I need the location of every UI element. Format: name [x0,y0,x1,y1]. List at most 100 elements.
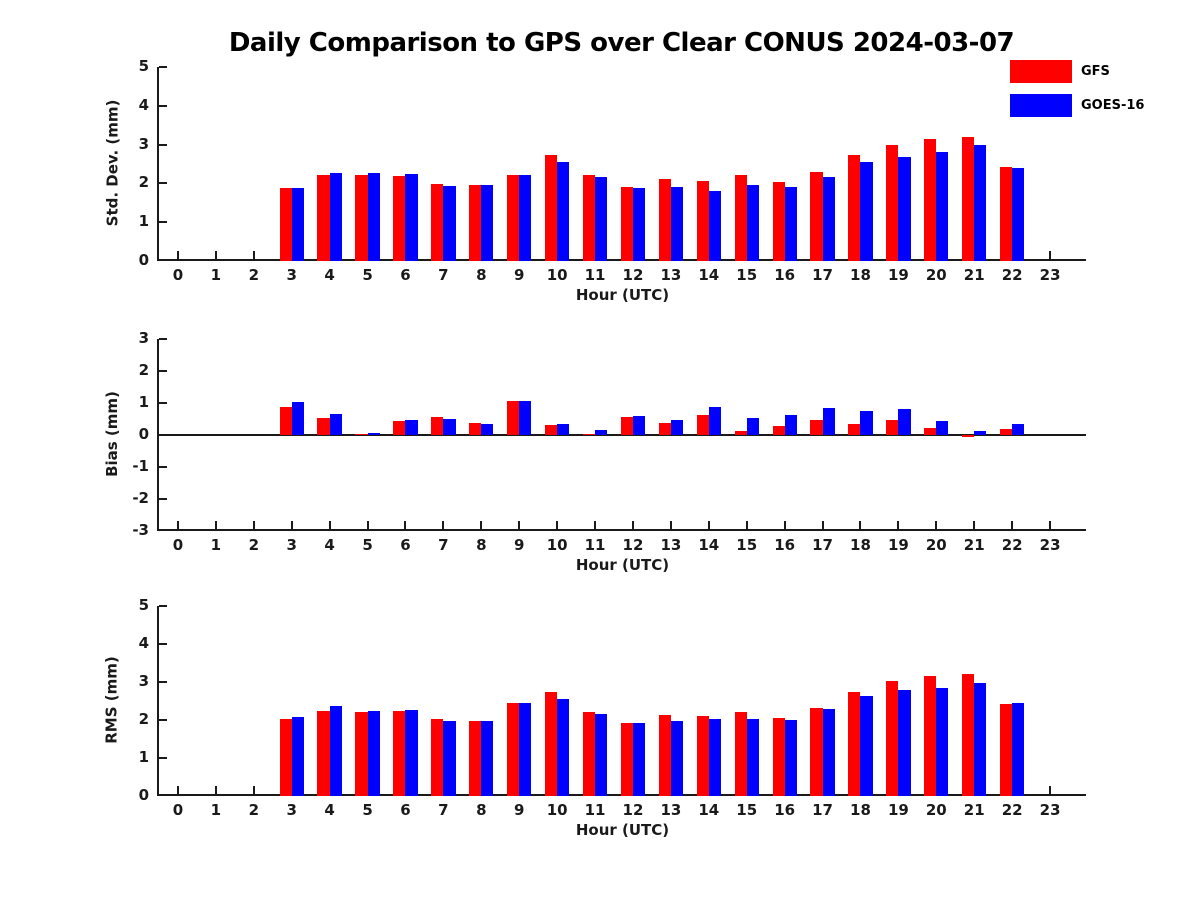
y-tick-mark [159,104,167,107]
gfs-bar-hour-10 [545,691,558,796]
x-tick-mark [707,521,710,529]
gfs-bar-hour-14 [696,181,709,261]
x-tick-label: 8 [476,801,487,819]
goes16-bar-hour-18 [860,161,873,261]
y-tick-label: 0 [138,786,149,804]
goes16-bar-hour-22 [1012,167,1025,261]
x-tick-label: 11 [584,266,606,284]
x-tick-label: 12 [622,801,644,819]
gfs-bar-hour-16 [772,426,785,435]
x-tick-label: 23 [1039,801,1061,819]
x-tick-label: 2 [248,801,259,819]
legend-item-goes16: GOES-16 [1010,94,1144,117]
goes16-bar-hour-3 [291,402,304,435]
x-tick-mark [480,521,483,529]
y-tick-label: 3 [138,134,149,153]
x-tick-label: 16 [774,801,796,819]
y-tick-label: 3 [138,672,149,690]
goes16-bar-hour-6 [405,709,418,796]
gfs-bar-hour-15 [734,174,747,261]
goes16-bar-hour-12 [632,415,646,435]
x-tick-label: 0 [172,266,184,284]
goes16-bar-hour-9 [519,703,532,796]
x-tick-label: 4 [324,536,335,554]
goes16-bar-hour-7 [443,721,456,796]
goes16-bar-hour-11 [595,177,608,261]
x-tick-label: 8 [476,266,487,284]
subplot-bias: Bias (mm) Hour (UTC) -3 -2 -1 0 1 2 3 0 1 2 3 4 5 6 7 8… [103,329,1086,574]
goes16-bar-hour-7 [443,418,456,435]
x-tick-label: 5 [362,536,373,554]
goes16-bar-hour-14 [708,190,721,261]
gfs-bar-hour-5 [355,174,368,261]
gfs-bar-hour-18 [848,154,861,261]
goes16-bar-hour-20 [936,687,949,796]
gfs-bar-hour-13 [658,714,671,796]
x-tick-label: 7 [438,266,449,284]
x-tick-label: 14 [698,536,720,554]
x-tick-mark [328,521,331,529]
x-tick-label: 16 [774,266,796,284]
gfs-bar-hour-19 [886,419,899,435]
bias-x-axis-label: Hour (UTC) [575,556,670,574]
goes16-bar-hour-15 [746,418,759,435]
goes16-bar-hour-19 [898,157,911,261]
goes16-bar-hour-20 [936,420,949,435]
x-tick-label: 21 [963,536,985,554]
goes16-bar-hour-5 [367,433,380,435]
y-tick-label: 2 [138,173,149,192]
x-tick-label: 0 [172,801,184,819]
gfs-bar-hour-3 [279,407,292,435]
y-tick-mark [159,143,167,146]
x-tick-mark [669,521,672,529]
gfs-bar-hour-6 [393,710,406,796]
gfs-bar-hour-7 [431,184,444,261]
gfs-bar-hour-8 [469,184,482,261]
x-tick-label: 15 [736,801,758,819]
goes16-bar-hour-7 [443,185,456,261]
goes16-bar-hour-21 [974,144,987,261]
y-tick-mark [159,498,167,500]
y-tick-label: 3 [138,329,149,347]
x-tick-label: 5 [362,801,373,819]
goes16-bar-hour-17 [822,176,835,261]
goes16-bar-hour-16 [784,414,797,435]
x-tick-mark [897,521,900,529]
x-tick-mark [214,786,217,794]
goes16-bar-hour-13 [670,721,684,796]
y-tick-label: -1 [132,457,149,475]
x-tick-label: 7 [438,801,449,819]
gfs-bar-hour-4 [317,174,330,261]
gfs-bar-hour-16 [772,181,785,261]
y-tick-label: 4 [138,634,149,652]
gfs-bar-hour-9 [507,174,520,261]
x-tick-label: 22 [1001,801,1023,819]
goes16-bar-hour-10 [557,162,570,261]
goes16-bar-hour-10 [557,424,570,435]
goes16-bar-hour-22 [1012,703,1025,796]
gfs-bar-hour-8 [469,422,482,435]
goes16-bar-hour-6 [405,419,418,435]
goes16-bar-hour-18 [860,695,873,796]
x-tick-label: 19 [887,801,909,819]
x-tick-label: 2 [248,266,259,284]
legend-label-gfs: GFS [1081,64,1110,79]
x-tick-label: 10 [546,266,568,284]
gfs-bar-hour-6 [393,176,406,261]
y-tick-mark [159,182,167,185]
gfs-bar-hour-4 [317,418,330,435]
x-tick-mark [783,521,786,529]
x-tick-mark [556,521,559,529]
x-tick-mark [1049,251,1052,259]
x-tick-label: 6 [400,536,411,554]
x-tick-label: 9 [514,536,525,554]
goes16-bar-hour-16 [784,186,797,261]
gfs-bar-hour-10 [545,425,558,435]
x-tick-label: 18 [850,536,871,554]
y-tick-mark [159,221,167,224]
gfs-bar-hour-22 [1000,429,1013,435]
y-tick-mark [159,757,167,759]
x-tick-label: 22 [1001,266,1023,284]
x-tick-label: 20 [925,536,947,554]
goes16-bar-hour-3 [291,716,304,796]
